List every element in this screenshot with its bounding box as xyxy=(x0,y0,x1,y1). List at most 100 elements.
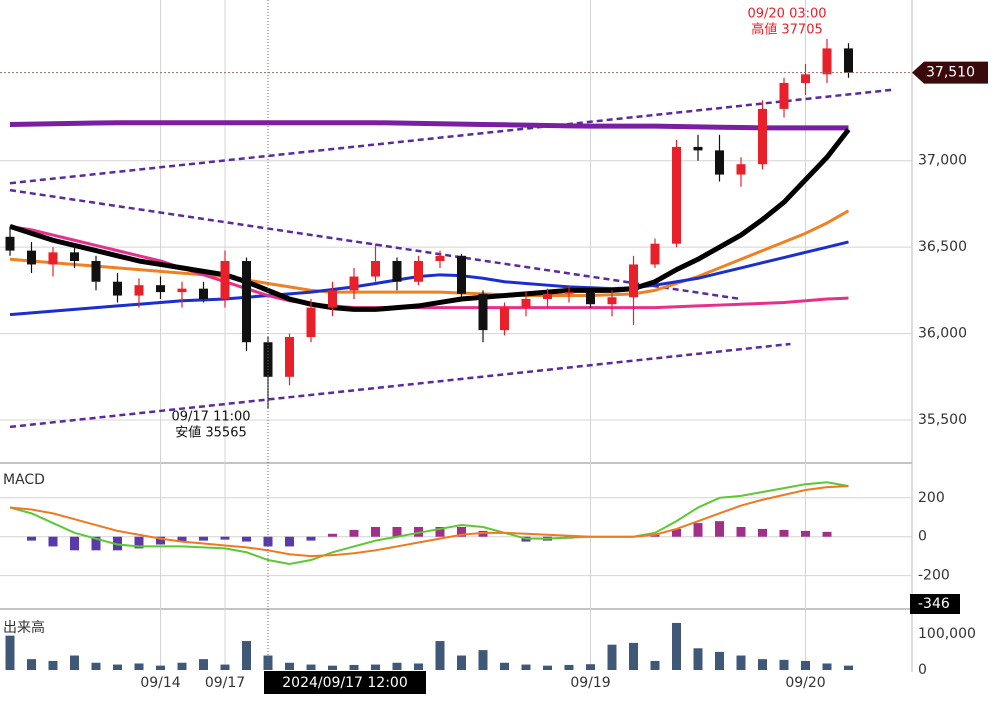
candle-body xyxy=(715,150,724,175)
volume-bar xyxy=(457,655,466,670)
volume-bar xyxy=(27,659,36,670)
candle-body xyxy=(199,288,208,300)
volume-bar xyxy=(844,665,853,670)
volume-bar xyxy=(500,662,509,670)
candle-body xyxy=(543,293,552,300)
volume-bar xyxy=(521,664,531,670)
candle-body xyxy=(758,108,767,165)
panel-title: MACD xyxy=(3,472,45,488)
histogram-bar xyxy=(435,526,445,537)
volume-bar xyxy=(435,641,445,670)
volume-bar xyxy=(715,651,724,670)
candle-body xyxy=(91,260,101,282)
volume-bar xyxy=(48,660,58,670)
panel-title: 出来高 xyxy=(3,619,45,636)
indicator-line xyxy=(9,209,850,298)
volume-bar xyxy=(629,642,638,670)
y-tick-label: 0 xyxy=(918,662,927,678)
y-tick-label: 36,500 xyxy=(918,239,967,255)
histogram-bar xyxy=(715,521,724,537)
volume-bar xyxy=(70,655,79,670)
histogram-bar xyxy=(91,536,101,551)
indicator-line xyxy=(9,240,849,317)
candle-body xyxy=(371,260,380,277)
histogram-bar xyxy=(736,526,746,537)
candle-body xyxy=(263,342,273,377)
candle-body xyxy=(736,164,746,175)
candle-body xyxy=(586,292,595,305)
trend-line xyxy=(9,88,892,185)
histogram-bar xyxy=(693,523,703,537)
y-tick-label: 100,000 xyxy=(918,626,976,642)
annotation: 09/17 11:00 xyxy=(171,409,250,424)
volume-bar xyxy=(328,665,337,670)
histogram-bar xyxy=(328,533,337,537)
candle-body xyxy=(392,260,402,282)
x-tick-label: 09/19 xyxy=(570,675,610,691)
candle-body xyxy=(5,236,15,251)
volume-bar xyxy=(91,662,101,670)
candle-body xyxy=(844,48,853,73)
volume-bar xyxy=(371,664,380,670)
candle-body xyxy=(693,146,703,151)
candle-body xyxy=(156,285,165,293)
volume-bar xyxy=(263,655,273,670)
histogram-bar xyxy=(758,528,767,537)
indicator-line xyxy=(9,224,849,310)
candle-body xyxy=(629,264,638,298)
candle-body xyxy=(349,276,359,291)
trend-line xyxy=(9,342,791,429)
candle-body xyxy=(306,307,316,338)
indicator-line xyxy=(9,481,849,565)
volume-bar xyxy=(607,644,617,670)
volume-bar xyxy=(564,664,574,670)
volume-bar xyxy=(822,663,832,670)
indicator-line xyxy=(9,485,849,558)
histogram-bar xyxy=(134,536,144,549)
candle-body xyxy=(801,74,810,83)
volume-bar xyxy=(177,662,187,670)
candle-body xyxy=(822,48,832,75)
last-price-label: 37,510 xyxy=(926,65,975,81)
volume-bar xyxy=(672,622,681,670)
histogram-bar xyxy=(801,530,810,537)
axis-min-label: -346 xyxy=(918,596,950,612)
histogram-bar xyxy=(392,526,402,537)
y-tick-label: -200 xyxy=(918,568,950,584)
crosshair-label: 2024/09/17 12:00 xyxy=(282,675,408,691)
volume-bar xyxy=(779,659,789,670)
candle-body xyxy=(414,260,423,282)
histogram-bar xyxy=(263,536,273,547)
candle-body xyxy=(242,260,251,343)
volume-bar xyxy=(392,662,402,670)
candle-body xyxy=(564,292,574,294)
candle-body xyxy=(650,243,660,265)
candle-body xyxy=(27,250,36,265)
volume-bar xyxy=(156,665,165,670)
histogram-bar xyxy=(70,536,79,551)
histogram-bar xyxy=(672,528,681,537)
volume-bar xyxy=(650,660,660,670)
candle-body xyxy=(779,82,789,109)
volume-bar xyxy=(199,659,208,670)
y-tick-label: 35,500 xyxy=(918,412,967,428)
volume-bar xyxy=(693,648,703,670)
candle-body xyxy=(478,293,488,331)
volume-bar xyxy=(414,663,423,670)
histogram-bar xyxy=(457,526,466,537)
candle-body xyxy=(328,290,337,308)
annotation: 高値 37705 xyxy=(751,21,823,37)
crosshair-box xyxy=(264,671,426,694)
axis-min-box xyxy=(910,594,960,614)
candle-body xyxy=(457,255,466,294)
histogram-bar xyxy=(220,536,230,540)
volume-bar xyxy=(758,659,767,670)
histogram-bar xyxy=(371,526,380,537)
x-tick-label: 09/17 xyxy=(205,675,245,691)
histogram-bar xyxy=(349,529,359,537)
volume-bar xyxy=(543,665,552,670)
candle-body xyxy=(521,299,531,308)
candle-body xyxy=(285,337,294,377)
volume-bar xyxy=(5,635,15,670)
